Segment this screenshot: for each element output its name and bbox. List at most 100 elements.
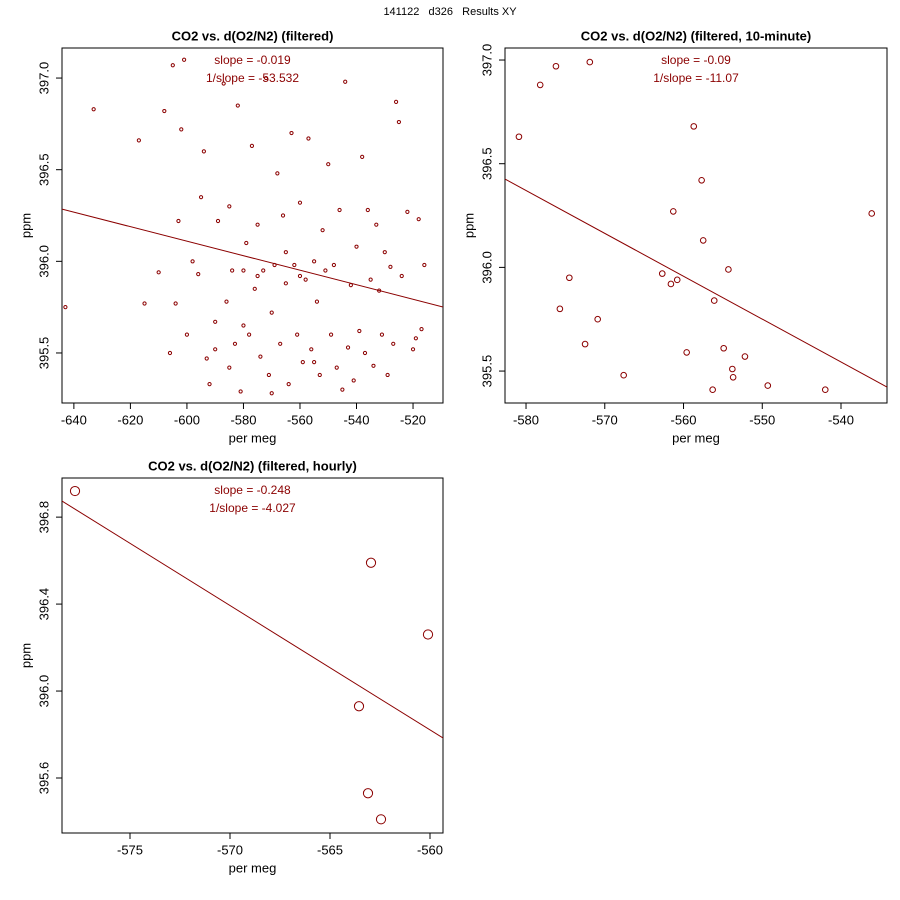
data-point (669, 208, 677, 215)
data-point (173, 301, 178, 306)
annotation: slope = -0.248 (214, 483, 291, 497)
x-tick-label: -560 (287, 412, 313, 427)
x-axis-label: per meg (229, 860, 277, 875)
y-axis-label: ppm (18, 213, 33, 238)
data-point (690, 123, 698, 130)
data-point (312, 259, 317, 264)
data-point (201, 149, 206, 154)
data-point (255, 273, 260, 279)
data-point (515, 133, 523, 141)
data-point (306, 136, 311, 141)
data-point (536, 81, 544, 89)
data-point (232, 341, 238, 346)
y-axis-label: ppm (18, 643, 33, 668)
chart-title: CO2 vs. d(O2/N2) (filtered, 10-minute) (581, 28, 811, 43)
data-point (244, 240, 249, 246)
data-point (388, 264, 393, 269)
chart-title: CO2 vs. d(O2/N2) (filtered) (172, 28, 334, 43)
data-point (235, 103, 240, 108)
data-point (292, 262, 297, 268)
data-point (227, 365, 232, 370)
data-point (289, 130, 294, 136)
data-point (252, 286, 257, 291)
data-point (581, 340, 589, 348)
panel: CO2 vs. d(O2/N2) (filtered, 10-minute) pe… (461, 28, 888, 445)
annotation: slope = -0.019 (214, 53, 291, 67)
data-point (184, 332, 190, 337)
y-tick-label: 396.5 (36, 153, 51, 186)
page-title: 141122 d326 Results XY (383, 6, 517, 18)
data-point (391, 341, 396, 346)
data-point (658, 270, 666, 277)
y-tick-label: 396.5 (479, 147, 494, 180)
data-point (241, 268, 246, 273)
data-point (556, 305, 564, 313)
x-tick-label: -550 (749, 412, 775, 427)
annotation: 1/slope = -4.027 (209, 501, 296, 515)
data-point (182, 57, 187, 62)
data-point (297, 200, 303, 205)
data-point (167, 350, 173, 356)
data-point (379, 332, 385, 337)
x-tick-label: -570 (592, 412, 618, 427)
y-tick-label: 396.0 (36, 675, 51, 708)
panel: CO2 vs. d(O2/N2) (filtered) per meg ppm -64… (18, 28, 444, 445)
data-point (422, 262, 427, 268)
data-point (297, 273, 303, 279)
y-tick-label: 396.0 (479, 251, 494, 284)
data-point (156, 270, 161, 275)
data-point (198, 195, 204, 200)
data-point (320, 228, 325, 233)
data-point (365, 557, 377, 568)
data-point (351, 378, 356, 383)
x-axis-label: per meg (672, 430, 720, 445)
data-point (162, 108, 167, 114)
annotation: 1/slope = -53.532 (206, 71, 299, 85)
data-point (272, 262, 277, 268)
data-point (413, 336, 418, 341)
data-point (230, 268, 235, 273)
data-point (375, 814, 387, 825)
data-point (227, 204, 232, 209)
data-point (261, 268, 266, 273)
data-point (362, 350, 368, 356)
data-point (709, 386, 716, 394)
data-point (362, 788, 374, 799)
data-point (764, 382, 772, 389)
data-point (309, 347, 314, 352)
x-tick-label: -620 (117, 412, 143, 427)
data-point (371, 363, 376, 368)
data-point (215, 218, 221, 224)
data-point (667, 280, 675, 288)
data-point (255, 222, 260, 227)
data-point (136, 138, 141, 143)
data-point (247, 332, 252, 337)
data-point (328, 332, 334, 337)
data-point (295, 332, 300, 337)
data-point (269, 310, 274, 315)
plot-frame (504, 47, 888, 404)
data-point (63, 305, 68, 310)
data-point (393, 99, 399, 104)
data-point (91, 107, 96, 112)
data-point (720, 344, 727, 352)
data-point (275, 171, 280, 176)
plot-frame (61, 47, 444, 404)
data-point (238, 389, 243, 394)
y-tick-label: 395.5 (36, 337, 51, 370)
data-point (224, 299, 229, 304)
data-point (204, 356, 209, 361)
data-point (170, 63, 175, 68)
y-tick-label: 395.5 (479, 355, 494, 388)
data-point (269, 391, 274, 396)
x-tick-label: -575 (117, 842, 143, 857)
data-point (213, 347, 218, 352)
data-point (566, 274, 573, 282)
x-tick-label: -560 (671, 412, 697, 427)
data-point (741, 353, 749, 360)
data-point (249, 143, 255, 148)
data-point (280, 213, 286, 218)
data-point (331, 262, 337, 268)
data-point (552, 62, 560, 70)
data-point (340, 387, 345, 392)
